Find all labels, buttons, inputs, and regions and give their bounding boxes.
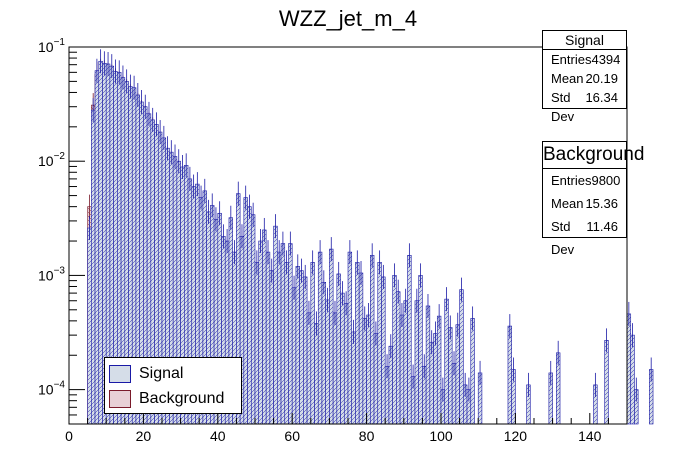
- signal-stat-stddev: Std Dev 16.34: [551, 90, 618, 124]
- signal-bar-60: [291, 287, 297, 425]
- signal-bar-50: [254, 262, 260, 425]
- signal-bar-93: [414, 300, 419, 425]
- signal-bar-108: [470, 318, 475, 425]
- signal-bar-53: [265, 251, 271, 425]
- background-stats-title: Background: [543, 142, 644, 169]
- signal-bar-97: [429, 341, 434, 425]
- signal-bar-75: [347, 251, 353, 425]
- y-tick-label-3: 10−4: [38, 380, 65, 398]
- legend-entry-signal: Signal: [109, 361, 237, 386]
- signal-bar-94: [418, 275, 423, 425]
- chart-title: WZZ_jet_m_4: [278, 6, 418, 31]
- signal-bar-48: [247, 206, 252, 425]
- signal-bar-118: [507, 325, 512, 425]
- background-stats-box: Background Entries 9800 Mean 15.36 Std Dev…: [542, 141, 644, 257]
- signal-bar-68: [321, 282, 326, 425]
- x-tick-label-7: 140: [578, 428, 602, 444]
- signal-bar-54: [269, 270, 274, 425]
- signal-stats-box: Signal Entries 4394 Mean 20.19 Std Dev 16.3…: [542, 30, 627, 124]
- signal-stats-title: Signal: [543, 31, 626, 50]
- signal-bar-84: [381, 276, 386, 425]
- signal-bar-83: [377, 262, 382, 425]
- signal-bar-58: [284, 262, 289, 425]
- x-tick-label-4: 80: [359, 428, 375, 444]
- signal-bar-6: [91, 109, 96, 425]
- signal-bar-64: [306, 312, 312, 425]
- signal-bar-150: [626, 313, 632, 425]
- signal-bar-99: [436, 315, 442, 425]
- signal-bar-49: [250, 214, 256, 425]
- signal-bar-82: [373, 333, 379, 425]
- x-axis-ticks: 0 20 40 60 80 100 120 140: [65, 413, 628, 444]
- y-tick-label-0: 10−1: [38, 37, 65, 55]
- signal-bar-66: [314, 323, 319, 425]
- signal-bar-74: [343, 302, 349, 425]
- signal-bar-96: [425, 305, 431, 425]
- y-tick-label-2: 10−3: [38, 265, 65, 283]
- signal-bar-78: [358, 272, 364, 425]
- background-stat-stddev: Std Dev 11.46: [551, 219, 618, 257]
- signal-bar-151: [630, 334, 635, 425]
- legend-swatch-background: [109, 389, 131, 408]
- signal-bar-7: [94, 70, 100, 425]
- signal-bar-59: [288, 243, 293, 425]
- signal-bar-8: [98, 60, 103, 425]
- signal-bar-57: [280, 243, 286, 425]
- legend-entry-background: Background: [109, 386, 237, 411]
- signal-bar-91: [407, 255, 412, 425]
- signal-bar-47: [243, 197, 248, 425]
- legend-swatch-signal: [109, 364, 131, 383]
- signal-bar-73: [340, 292, 345, 425]
- signal-bars: [87, 49, 654, 425]
- y-tick-label-1: 10−2: [38, 151, 65, 169]
- signal-bar-61: [295, 266, 300, 425]
- x-tick-label-1: 20: [136, 428, 152, 444]
- signal-bar-79: [362, 318, 367, 425]
- signal-bar-102: [448, 327, 453, 425]
- signal-bar-87: [392, 275, 397, 425]
- signal-bar-55: [273, 225, 278, 425]
- signal-bar-98: [433, 333, 438, 425]
- x-tick-label-3: 60: [284, 428, 300, 444]
- signal-bar-52: [262, 229, 267, 425]
- signal-bar-71: [332, 312, 338, 425]
- x-tick-label-2: 40: [210, 428, 226, 444]
- signal-bar-89: [399, 314, 405, 425]
- signal-bar-88: [396, 291, 401, 425]
- signal-bar-77: [355, 262, 360, 425]
- y-axis-ticks: 10−1 10−2 10−3 10−4: [38, 37, 85, 425]
- signal-bar-56: [277, 251, 282, 425]
- signal-bar-63: [303, 276, 308, 425]
- signal-bar-105: [459, 289, 464, 425]
- x-tick-label-5: 100: [429, 428, 453, 444]
- background-stat-entries: Entries 9800: [551, 173, 621, 188]
- signal-bar-69: [325, 299, 330, 425]
- signal-bar-76: [351, 331, 356, 425]
- signal-bar-104: [455, 324, 460, 425]
- signal-bar-144: [604, 340, 609, 425]
- signal-bar-70: [329, 248, 334, 425]
- signal-bar-62: [299, 270, 304, 425]
- x-tick-label-0: 0: [65, 428, 73, 444]
- signal-bar-5: [87, 227, 92, 425]
- background-stat-mean: Mean 15.36: [551, 196, 618, 211]
- signal-bar-67: [317, 251, 323, 425]
- signal-stat-entries: Entries 4394: [551, 52, 621, 67]
- signal-stat-mean: Mean 20.19: [551, 71, 618, 86]
- signal-bar-80: [366, 314, 371, 425]
- signal-bar-81: [370, 255, 375, 425]
- signal-bar-101: [444, 298, 449, 425]
- x-tick-label-6: 120: [504, 428, 528, 444]
- legend: Signal Background: [104, 357, 242, 414]
- signal-bar-90: [403, 300, 408, 425]
- signal-bar-72: [336, 273, 341, 425]
- signal-bar-51: [258, 240, 263, 425]
- signal-bar-65: [310, 262, 315, 425]
